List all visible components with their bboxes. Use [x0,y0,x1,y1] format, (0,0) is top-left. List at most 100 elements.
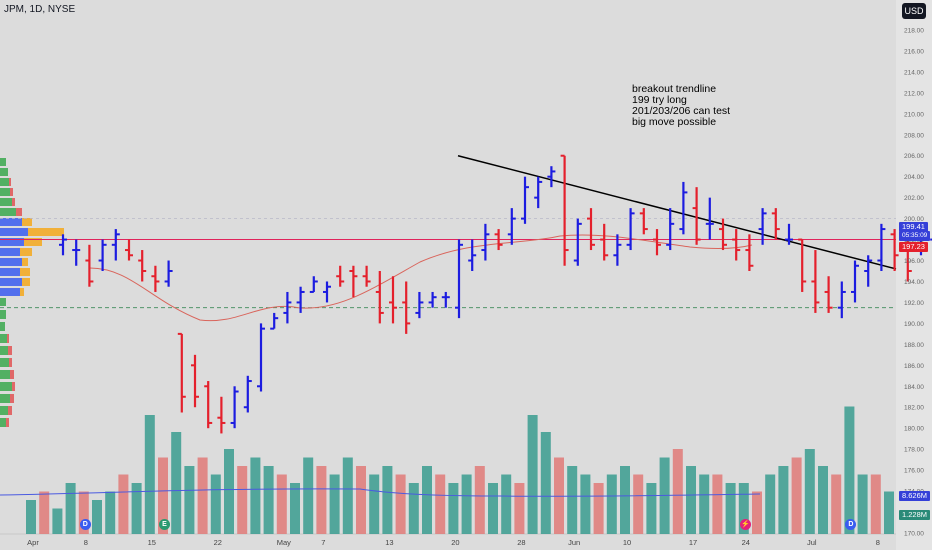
volume-bar [342,457,353,534]
time-tick-label: 8 [83,538,88,547]
volume-ma-tag: 1.228M [899,510,931,520]
volume-bar [224,449,234,534]
volume-bar [765,474,776,534]
profile-up-bar [0,258,22,266]
time-tick-label: 13 [385,538,394,547]
price-tick-label: 190.00 [904,321,924,328]
price-axis-ticks: 170.00172.00174.00176.00178.00180.00182.… [904,7,924,538]
time-tick-label: 20 [451,538,460,547]
volume-bars [0,406,894,534]
event-marker-icon[interactable]: E [159,519,170,530]
volume-bar [197,457,208,534]
annotation-line-1: breakout trendline [632,83,717,95]
event-marker-icon[interactable]: ⚡ [739,519,751,530]
price-tick-label: 204.00 [904,174,924,181]
time-tick-label: 28 [517,538,526,547]
time-tick-label: 17 [688,538,698,547]
profile-up-bar [0,358,9,367]
volume-bar [26,500,36,534]
volume-bar [461,474,472,534]
price-tick-label: 180.00 [904,426,924,433]
event-marker-icon[interactable]: D [79,519,91,530]
time-tick-label: 24 [741,538,750,547]
volume-bar [540,432,551,534]
volume-bar [818,466,828,534]
price-tick-label: 192.00 [904,300,924,307]
volume-bar [184,466,195,534]
profile-up-bar [0,248,20,256]
volume-bar [633,474,644,534]
time-tick-label: Jul [807,538,817,547]
volume-bar [791,457,802,534]
profile-down-bar [12,382,15,391]
volume-bar [395,474,406,534]
volume-bar [567,466,578,534]
volume-bar [501,474,512,534]
time-tick-label: Jun [568,538,581,547]
volume-bar [210,474,221,534]
volume-bar [738,483,749,534]
volume-bar [699,474,710,534]
reference-lines [0,154,897,322]
volume-bar [144,415,155,534]
profile-up-bar [0,198,12,206]
volume-bar [686,466,696,534]
volume-bar [158,457,168,534]
profile-up-bar [0,346,8,355]
time-tick-label: 10 [622,538,632,547]
profile-down-bar [24,238,42,246]
profile-up-bar [0,394,10,403]
annotation-line-2: 199 try long [632,94,687,106]
profile-up-bar [0,218,22,226]
profile-up-bar [0,178,9,186]
price-tick-label: 170.00 [904,531,924,538]
volume-bar [290,483,300,534]
profile-up-bar [0,208,16,216]
volume-bar [831,474,842,534]
profile-down-bar [12,198,15,206]
price-tick-label: 178.00 [904,447,924,454]
volume-bar [52,508,63,534]
volume-bar [580,474,591,534]
profile-down-bar [10,394,14,403]
volume-bar [303,457,314,534]
event-marker-icon[interactable]: D [845,519,857,530]
volume-tag: 8.626M [899,491,931,501]
volume-bar [316,466,327,534]
currency-button[interactable]: USD [902,3,926,19]
volume-bar [448,483,459,534]
profile-up-bar [0,158,6,166]
volume-bar [778,466,789,534]
volume-bar [276,474,287,534]
profile-down-bar [20,268,30,276]
price-tick-label: 212.00 [904,90,924,97]
time-tick-label: Apr [27,538,39,547]
volume-bar [804,449,815,534]
price-tick-label: 200.00 [904,216,924,223]
profile-up-bar [0,406,8,415]
profile-down-bar [9,358,12,367]
profile-down-bar [22,278,30,286]
profile-down-bar [9,178,11,186]
volume-bar [857,474,868,534]
price-tick-label: 194.00 [904,279,924,286]
profile-up-bar [0,278,22,286]
profile-up-bar [0,322,5,331]
volume-bar [250,457,261,534]
volume-bar [171,432,182,534]
price-tick-label: 210.00 [904,111,924,118]
volume-bar [92,500,102,534]
profile-up-bar [0,370,10,379]
price-tick-label: 182.00 [904,405,924,412]
profile-up-bar [0,334,7,343]
volume-bar [78,491,89,534]
annotation-line-4: big move possible [632,116,717,128]
volume-bar [606,474,617,534]
profile-up-bar [0,228,28,236]
price-tick-label: 196.00 [904,258,924,265]
volume-bar [712,474,723,534]
profile-up-bar [0,238,24,246]
volume-profile [0,158,64,427]
volume-bar [408,483,419,534]
